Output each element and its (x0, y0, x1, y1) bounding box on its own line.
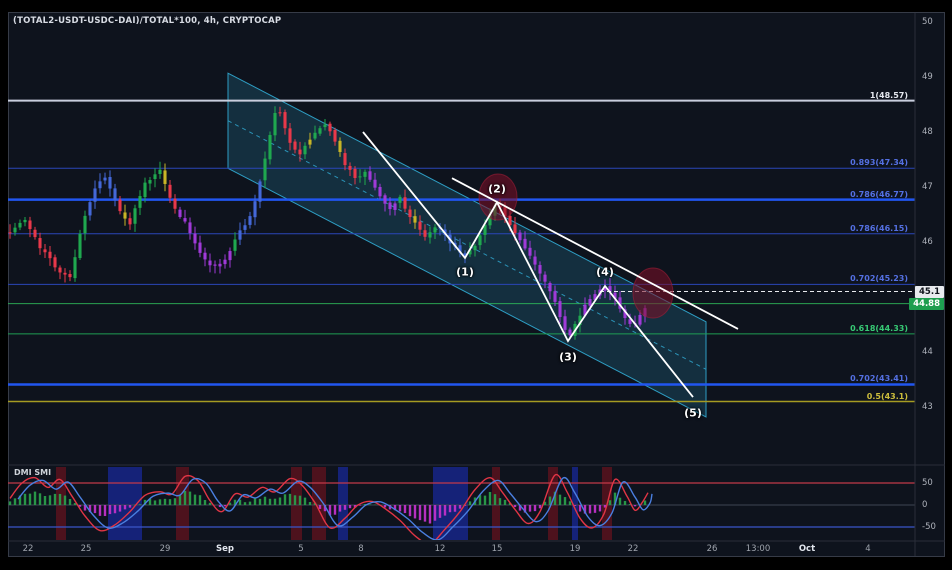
time-tick: 13:00 (745, 544, 771, 554)
time-tick: Sep (216, 544, 234, 554)
time-tick: 26 (706, 544, 718, 554)
price-tick: 50 (922, 17, 933, 27)
time-tick: 4 (865, 544, 871, 554)
wave-count-label: (3) (559, 350, 577, 364)
indicator-tick: -50 (922, 522, 936, 532)
wave-count-label: (1) (456, 265, 474, 279)
indicator-tick: 0 (922, 500, 928, 510)
time-tick: 22 (627, 544, 639, 554)
indicator-tick: 50 (922, 478, 933, 488)
price-tick: 46 (922, 237, 933, 247)
price-tick: 43 (922, 402, 933, 412)
time-tick: 8 (358, 544, 364, 554)
time-tick: 29 (159, 544, 171, 554)
time-tick: 19 (569, 544, 581, 554)
time-tick: 5 (298, 544, 304, 554)
price-tick: 47 (922, 182, 933, 192)
time-tick: 25 (80, 544, 92, 554)
crosshair-price-tag: 45.1 (915, 285, 944, 298)
time-tick: 15 (491, 544, 503, 554)
price-tick: 48 (922, 127, 933, 137)
price-tick: 44 (922, 347, 933, 357)
wave-count-label: (5) (684, 406, 702, 420)
last-price-tag: 44.88 (909, 297, 944, 310)
wave-count-label: (2) (488, 182, 506, 196)
time-tick: 22 (22, 544, 34, 554)
price-tick: 49 (922, 72, 933, 82)
time-tick: Oct (798, 544, 816, 554)
wave-count-label: (4) (596, 265, 614, 279)
time-tick: 12 (434, 544, 446, 554)
